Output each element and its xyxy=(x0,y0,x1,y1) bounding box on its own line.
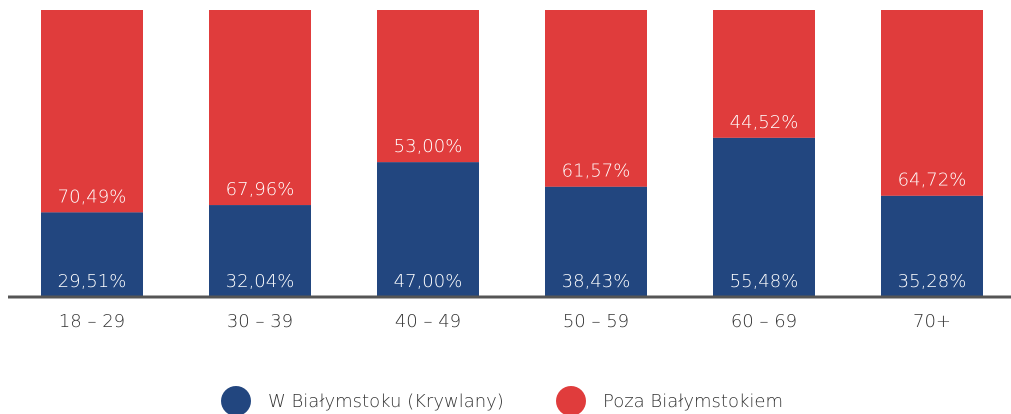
value-label: 70,49% xyxy=(58,186,127,207)
value-label: 29,51% xyxy=(58,271,127,292)
bar-segment xyxy=(41,10,143,213)
value-label: 55,48% xyxy=(730,271,799,292)
bar-segment xyxy=(545,186,647,297)
bar-segment xyxy=(209,205,311,297)
value-label: 67,96% xyxy=(226,179,295,200)
bar-segment xyxy=(881,10,983,196)
x-tick-label: 70+ xyxy=(913,311,951,332)
x-tick-label: 18 – 29 xyxy=(59,311,125,332)
value-label: 64,72% xyxy=(898,170,967,191)
x-tick-label: 50 – 59 xyxy=(563,311,629,332)
bar-segment xyxy=(713,137,815,297)
bar-segment xyxy=(41,212,143,297)
bar-segment xyxy=(209,10,311,206)
bar-segment xyxy=(713,10,815,138)
value-label: 61,57% xyxy=(562,161,631,182)
bar-segment xyxy=(881,195,983,297)
value-label: 32,04% xyxy=(226,271,295,292)
bar-segment xyxy=(377,10,479,163)
x-tick-label: 60 – 69 xyxy=(731,311,797,332)
legend-swatch xyxy=(556,386,586,414)
legend-label: W Białymstoku (Krywlany) xyxy=(268,391,504,412)
value-label: 44,52% xyxy=(730,112,799,133)
x-tick-label: 30 – 39 xyxy=(227,311,293,332)
value-label: 47,00% xyxy=(394,271,463,292)
value-label: 53,00% xyxy=(394,136,463,157)
x-tick-label: 40 – 49 xyxy=(395,311,461,332)
value-label: 35,28% xyxy=(898,271,967,292)
legend-label: Poza Białymstokiem xyxy=(603,391,783,412)
legend-swatch xyxy=(221,386,251,414)
value-label: 38,43% xyxy=(562,271,631,292)
bar-segment xyxy=(377,162,479,297)
bar-segment xyxy=(545,10,647,187)
